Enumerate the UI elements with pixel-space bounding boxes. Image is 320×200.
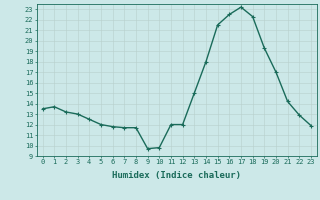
X-axis label: Humidex (Indice chaleur): Humidex (Indice chaleur): [112, 171, 241, 180]
